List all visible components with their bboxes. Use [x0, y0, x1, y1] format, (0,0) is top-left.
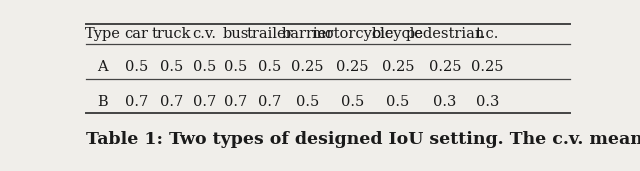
Text: Table 1: Two types of designed IoU setting. The c.v. means: Table 1: Two types of designed IoU setti…	[86, 130, 640, 148]
Text: B: B	[97, 95, 108, 109]
Text: bicycle: bicycle	[372, 27, 424, 41]
Text: 0.5: 0.5	[259, 60, 282, 74]
Text: 0.5: 0.5	[125, 60, 148, 74]
Text: 0.7: 0.7	[193, 95, 216, 109]
Text: 0.25: 0.25	[381, 60, 414, 74]
Text: 0.3: 0.3	[433, 95, 457, 109]
Text: 0.25: 0.25	[336, 60, 369, 74]
Text: barrier: barrier	[282, 27, 334, 41]
Text: 0.7: 0.7	[159, 95, 183, 109]
Text: 0.5: 0.5	[296, 95, 319, 109]
Text: motorcycle: motorcycle	[311, 27, 394, 41]
Text: 0.5: 0.5	[340, 95, 364, 109]
Text: c.v.: c.v.	[193, 27, 217, 41]
Text: t.c.: t.c.	[476, 27, 499, 41]
Text: pedestrian: pedestrian	[405, 27, 484, 41]
Text: 0.25: 0.25	[429, 60, 461, 74]
Text: 0.5: 0.5	[193, 60, 216, 74]
Text: 0.3: 0.3	[476, 95, 499, 109]
Text: car: car	[125, 27, 148, 41]
Text: 0.5: 0.5	[387, 95, 410, 109]
Text: 0.7: 0.7	[125, 95, 148, 109]
Text: trailer: trailer	[246, 27, 293, 41]
Text: 0.5: 0.5	[159, 60, 183, 74]
Text: truck: truck	[152, 27, 191, 41]
Text: A: A	[97, 60, 108, 74]
Text: Type: Type	[85, 27, 121, 41]
Text: bus: bus	[223, 27, 249, 41]
Text: 0.25: 0.25	[291, 60, 324, 74]
Text: 0.25: 0.25	[471, 60, 504, 74]
Text: 0.7: 0.7	[225, 95, 248, 109]
Text: 0.7: 0.7	[259, 95, 282, 109]
Text: 0.5: 0.5	[225, 60, 248, 74]
